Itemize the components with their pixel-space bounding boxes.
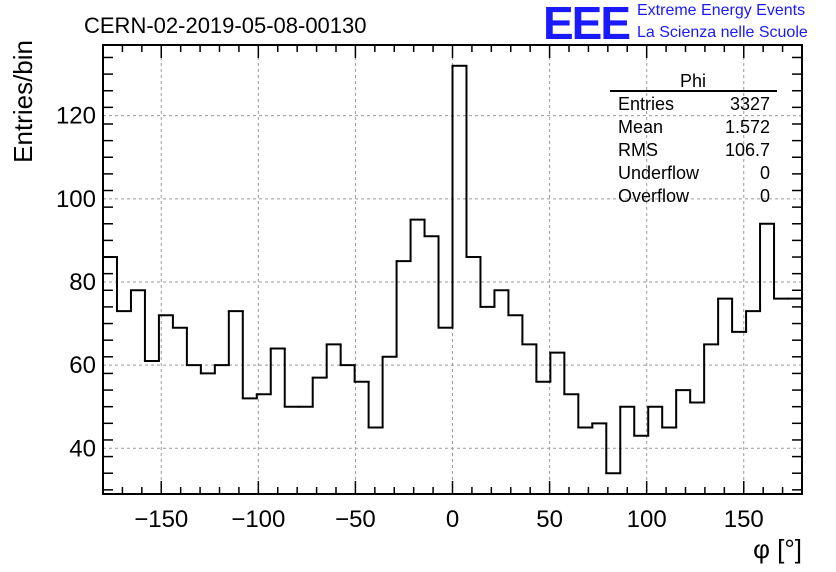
x-tick-label: 150 (724, 506, 764, 533)
logo-line-2: La Scienza nelle Scuole (637, 24, 808, 41)
axis-ticks (102, 45, 803, 494)
x-tick-label: −100 (231, 506, 285, 533)
stats-value: 0 (760, 186, 770, 206)
eee-logo-mark: EEE (543, 0, 631, 49)
stats-label: Overflow (618, 186, 690, 206)
x-axis-label: φ [°] (753, 534, 802, 564)
x-tick-label: 50 (536, 506, 563, 533)
y-axis-label: Entries/bin (8, 40, 38, 163)
y-tick-label: 40 (69, 435, 96, 462)
y-tick-label: 60 (69, 352, 96, 379)
stats-label: Mean (618, 117, 663, 137)
x-tick-label: 0 (446, 506, 459, 533)
stats-label: RMS (618, 140, 658, 160)
chart-title: CERN-02-2019-05-08-00130 (84, 13, 367, 38)
y-tick-label: 120 (56, 103, 96, 130)
stats-label: Underflow (618, 163, 700, 183)
eee-logo: EEE Extreme Energy Events La Scienza nel… (543, 0, 833, 49)
stats-label: Entries (618, 94, 674, 114)
logo-line-1: Extreme Energy Events (637, 2, 806, 19)
stats-value: 106.7 (725, 140, 770, 160)
x-tick-label: 100 (627, 506, 667, 533)
stats-rows: Entries 3327 Mean 1.572 RMS 106.7 Underflow 0 Ov… (618, 94, 770, 206)
stats-title: Phi (680, 71, 706, 91)
stats-value: 3327 (730, 94, 770, 114)
stats-value: 1.572 (725, 117, 770, 137)
x-tick-label: −150 (134, 506, 188, 533)
y-tick-label: 100 (56, 186, 96, 213)
grid (103, 45, 802, 494)
tick-labels: −150 −100 −50 0 50 100 150 40 60 80 100 120 (56, 103, 764, 533)
y-tick-label: 80 (69, 269, 96, 296)
x-tick-label: −50 (335, 506, 376, 533)
stats-box: Phi Entries 3327 Mean 1.572 RMS 106.7 Underflo… (610, 71, 777, 206)
stats-value: 0 (760, 163, 770, 183)
